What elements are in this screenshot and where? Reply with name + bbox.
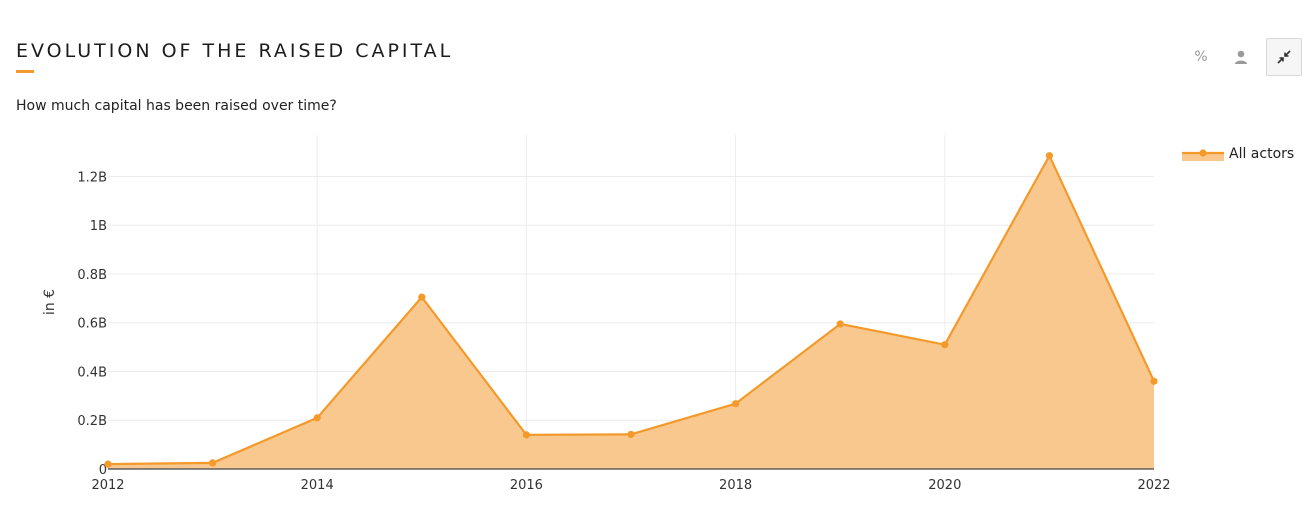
data-point — [1045, 152, 1053, 160]
data-point — [418, 293, 426, 301]
percent-icon: % — [1194, 49, 1208, 65]
y-tick-label: 0.2B — [77, 414, 107, 429]
y-tick-label: 0.4B — [77, 365, 107, 380]
x-tick-label: 2012 — [91, 478, 124, 493]
data-point — [941, 341, 949, 349]
y-tick-label: 1B — [90, 219, 107, 234]
chart-header: EVOLUTION OF THE RAISED CAPITAL — [16, 40, 454, 73]
data-point — [732, 400, 740, 408]
data-point — [209, 459, 217, 467]
y-tick-label: 0 — [99, 463, 107, 478]
data-point — [522, 431, 531, 439]
data-point — [627, 430, 635, 438]
series-area-fill — [108, 155, 1154, 469]
data-point — [313, 414, 321, 422]
legend-swatch-fill — [1182, 153, 1224, 161]
x-tick-label: 2018 — [719, 478, 752, 493]
x-tick-label: 2014 — [301, 478, 334, 493]
data-point — [104, 460, 112, 468]
data-point — [836, 320, 844, 328]
x-tick-label: 2016 — [510, 478, 543, 493]
chart-subtitle: How much capital has been raised over ti… — [16, 98, 337, 114]
chart-toolbar: % — [1186, 38, 1302, 76]
collapse-view-button[interactable] — [1266, 38, 1302, 76]
data-point — [1150, 377, 1158, 385]
percent-toggle-button[interactable]: % — [1186, 40, 1216, 74]
x-tick-label: 2022 — [1137, 478, 1170, 493]
y-tick-label: 0.8B — [77, 268, 107, 283]
actor-view-button[interactable] — [1226, 40, 1256, 74]
y-tick-label: 0.6B — [77, 317, 107, 332]
legend-swatch-marker — [1199, 149, 1207, 157]
title-accent-underline — [16, 70, 34, 73]
x-tick-label: 2020 — [928, 478, 961, 493]
y-axis-label: in € — [42, 289, 58, 315]
y-tick-label: 1.2B — [77, 170, 107, 185]
legend-label: All actors — [1229, 146, 1294, 162]
person-icon — [1235, 50, 1247, 64]
collapse-icon — [1277, 50, 1291, 64]
chart-title: EVOLUTION OF THE RAISED CAPITAL — [16, 40, 454, 62]
